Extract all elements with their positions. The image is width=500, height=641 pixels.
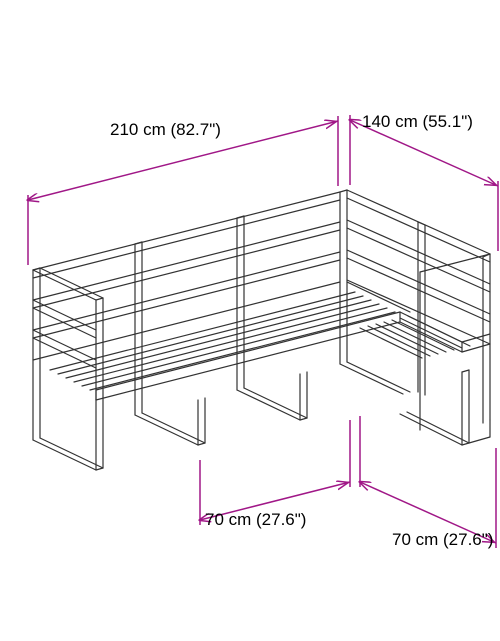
label-module-width: 70 cm (27.6")	[392, 530, 493, 550]
label-total-width: 210 cm (82.7")	[110, 120, 221, 140]
label-seat-depth: 70 cm (27.6")	[205, 510, 306, 530]
label-depth: 140 cm (55.1")	[362, 112, 473, 132]
diagram-canvas: 210 cm (82.7") 140 cm (55.1") 70 cm (27.…	[0, 0, 500, 641]
